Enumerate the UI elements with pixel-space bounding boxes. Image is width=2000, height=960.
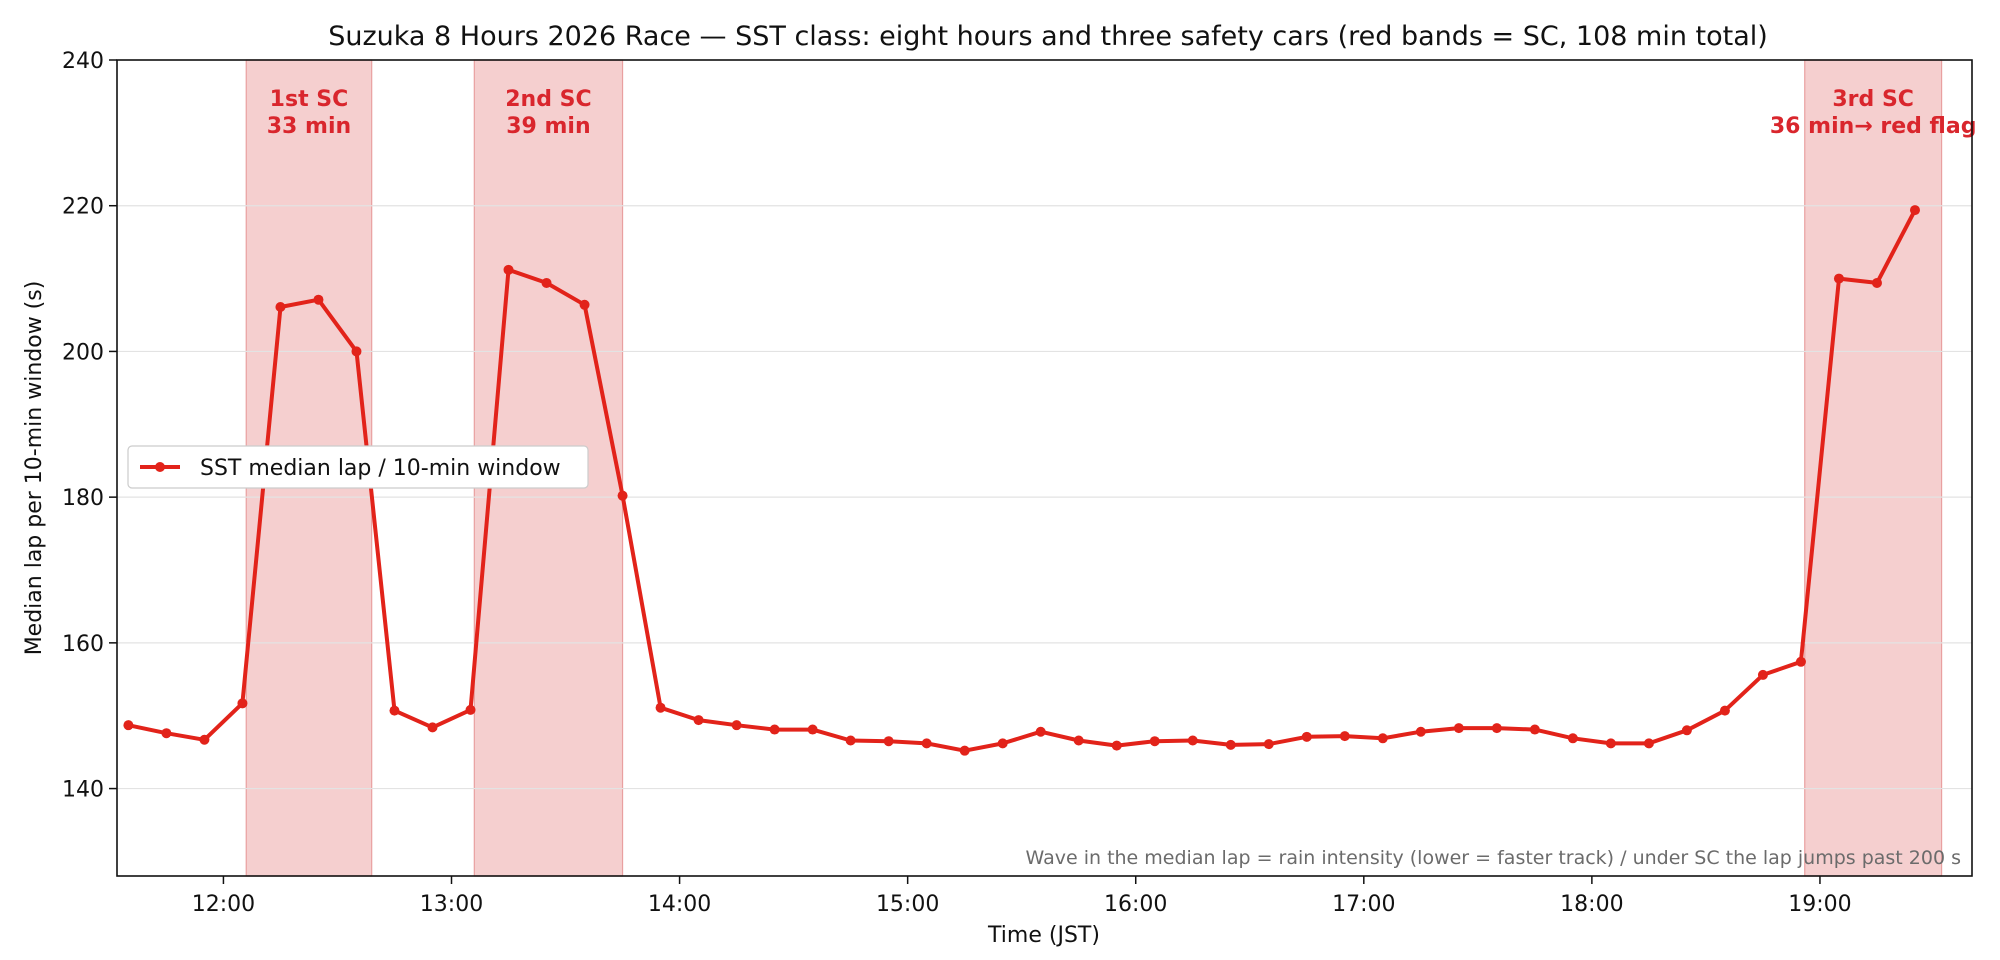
data-point — [465, 704, 476, 715]
y-tick-label: 140 — [62, 778, 104, 803]
x-tick-label: 19:00 — [1788, 892, 1851, 917]
sc-label-title: 2nd SC — [505, 87, 591, 112]
data-point — [1301, 731, 1312, 742]
data-point — [883, 736, 894, 747]
data-point — [1871, 277, 1882, 288]
data-point — [161, 728, 172, 739]
data-point — [541, 277, 552, 288]
x-axis: 12:00 13:00 14:00 15:00 16:00 17:00 18:00 19:00 — [192, 876, 1852, 917]
data-point — [1377, 733, 1388, 744]
plot-frame — [116, 59, 1973, 877]
data-point — [1909, 205, 1920, 216]
gridlines — [117, 205, 1972, 790]
data-point — [1225, 739, 1236, 750]
data-point — [389, 705, 400, 716]
y-tick-label: 240 — [62, 49, 104, 74]
annotation-note: Wave in the median lap = rain intensity … — [1026, 847, 1961, 869]
data-point — [1757, 669, 1768, 680]
data-point — [1643, 738, 1654, 749]
data-point — [313, 294, 324, 305]
data-point — [199, 734, 210, 745]
data-point — [1491, 723, 1502, 734]
data-point — [997, 738, 1008, 749]
series-line — [126, 208, 1917, 753]
data-point — [123, 720, 134, 731]
sc-band-3 — [1804, 59, 1943, 877]
x-axis-title: Time (JST) — [987, 923, 1100, 948]
x-tick-label: 12:00 — [192, 892, 255, 917]
y-tick-label: 160 — [62, 632, 104, 657]
data-point — [579, 299, 590, 310]
y-axis-title: Median lap per 10-min window (s) — [22, 281, 47, 656]
data-point — [1681, 725, 1692, 736]
data-point — [1035, 726, 1046, 737]
x-tick-label: 14:00 — [648, 892, 711, 917]
data-point — [693, 715, 704, 726]
legend: SST median lap / 10-min window — [127, 445, 589, 489]
data-point — [1111, 740, 1122, 751]
y-tick-label: 200 — [62, 340, 104, 365]
data-point — [237, 698, 248, 709]
data-point — [503, 264, 514, 275]
sc-label-title: 3rd SC — [1832, 87, 1914, 112]
data-point — [1567, 733, 1578, 744]
data-point — [1415, 726, 1426, 737]
data-point — [1833, 273, 1844, 284]
data-point — [1719, 705, 1730, 716]
data-point — [617, 490, 628, 501]
sc-label-title: 1st SC — [270, 87, 349, 112]
y-tick-label: 180 — [62, 486, 104, 511]
series-layer — [123, 205, 1920, 756]
data-point — [959, 745, 970, 756]
data-point — [807, 724, 818, 735]
data-point — [921, 738, 932, 749]
x-tick-label: 13:00 — [420, 892, 483, 917]
data-point — [1339, 731, 1350, 742]
sc-label-duration: 39 min — [506, 114, 590, 139]
data-point — [845, 735, 856, 746]
data-point — [769, 724, 780, 735]
data-point — [427, 722, 438, 733]
data-point — [275, 301, 286, 312]
data-point — [1605, 738, 1616, 749]
x-tick-label: 16:00 — [1104, 892, 1167, 917]
y-axis: 140 160 180 200 220 240 — [62, 49, 117, 803]
chart-title: Suzuka 8 Hours 2026 Race — SST class: ei… — [328, 21, 1768, 52]
sc-label-duration: 33 min — [267, 114, 351, 139]
data-point — [655, 702, 666, 713]
data-point — [1795, 656, 1806, 667]
data-point — [1453, 723, 1464, 734]
x-tick-label: 15:00 — [876, 892, 939, 917]
y-tick-label: 220 — [62, 195, 104, 220]
data-point — [1529, 724, 1540, 735]
data-point — [1187, 735, 1198, 746]
x-tick-label: 18:00 — [1560, 892, 1623, 917]
legend-label: SST median lap / 10-min window — [200, 456, 561, 481]
data-point — [1263, 739, 1274, 750]
data-point — [731, 720, 742, 731]
legend-box — [127, 445, 589, 489]
data-point — [1149, 736, 1160, 747]
legend-marker-swatch — [155, 462, 165, 472]
x-tick-label: 17:00 — [1332, 892, 1395, 917]
data-point — [351, 346, 362, 357]
data-point — [1073, 735, 1084, 746]
sc-label-duration: 36 min→ red flag — [1770, 114, 1977, 139]
